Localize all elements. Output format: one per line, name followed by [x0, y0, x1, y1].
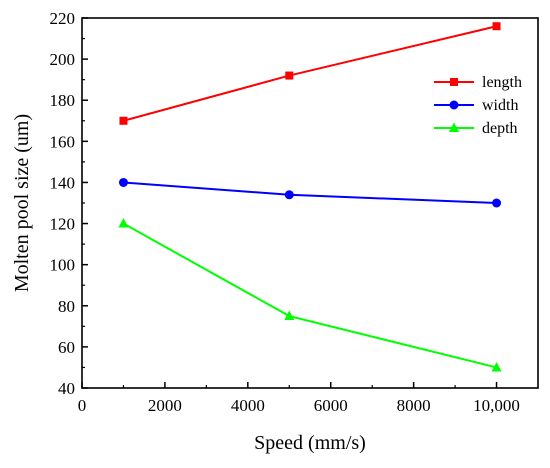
- series-depth: [118, 218, 502, 372]
- data-point-depth: [118, 218, 129, 228]
- series-line-width: [123, 181, 497, 204]
- y-tick-label: 200: [50, 50, 76, 69]
- data-point-width: [284, 190, 294, 200]
- legend-label: width: [482, 97, 518, 114]
- legend-item-length: length: [434, 74, 522, 91]
- y-axis-title: Molten pool size (um): [11, 114, 33, 292]
- x-tick-label: 0: [78, 396, 87, 415]
- y-tick-label: 80: [58, 297, 75, 316]
- series-line-depth: [122, 222, 497, 369]
- legend-marker: [450, 78, 458, 86]
- x-axis-ticks: 0 2000 4000 6000 8000 10,000: [78, 382, 520, 415]
- y-tick-label: 120: [50, 215, 76, 234]
- y-tick-label: 180: [50, 91, 76, 110]
- x-tick-label: 4000: [231, 396, 265, 415]
- series-length: [119, 22, 501, 125]
- data-point-width: [118, 177, 128, 187]
- x-tick-label: 6000: [314, 396, 348, 415]
- x-tick-label: 2000: [148, 396, 182, 415]
- y-axis-ticks: 40 60 80 100 120 140 160 180 200 220: [50, 9, 88, 398]
- data-point-depth: [284, 310, 295, 321]
- legend-marker: [449, 100, 459, 110]
- legend: length width depth: [434, 74, 522, 137]
- legend-item-depth: depth: [434, 120, 518, 137]
- y-tick-label: 220: [50, 9, 76, 28]
- y-tick-label: 160: [50, 132, 76, 151]
- series-layer: [118, 22, 502, 372]
- data-point-length: [285, 71, 294, 80]
- series-line-length: [123, 25, 497, 122]
- y-tick-label: 100: [50, 256, 76, 275]
- y-tick-label: 60: [58, 338, 75, 357]
- data-point-width: [492, 198, 502, 208]
- y-tick-label: 40: [58, 379, 75, 398]
- x-axis-title: Speed (mm/s): [254, 432, 366, 454]
- x-tick-label: 10,000: [473, 396, 520, 415]
- x-tick-label: 8000: [397, 396, 431, 415]
- series-width: [118, 177, 502, 208]
- data-point-depth: [491, 361, 502, 372]
- legend-label: length: [482, 74, 522, 91]
- data-point-length: [492, 22, 501, 31]
- legend-label: depth: [482, 120, 518, 137]
- data-point-length: [119, 116, 128, 125]
- legend-marker: [449, 122, 459, 132]
- plot-frame: [81, 17, 539, 389]
- legend-item-width: width: [434, 97, 518, 114]
- y-tick-label: 140: [50, 173, 76, 192]
